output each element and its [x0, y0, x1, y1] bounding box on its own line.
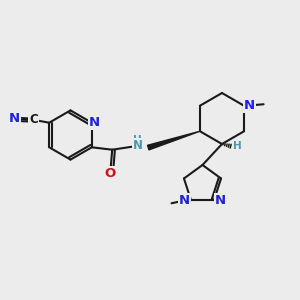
Polygon shape [148, 131, 200, 150]
Text: N: N [9, 112, 20, 125]
Text: N: N [179, 194, 190, 207]
Text: O: O [104, 167, 116, 180]
Text: N: N [133, 139, 143, 152]
Text: H: H [133, 135, 142, 145]
Text: N: N [89, 116, 100, 129]
Text: N: N [215, 194, 226, 207]
Text: C: C [29, 112, 38, 126]
Text: H: H [232, 141, 242, 151]
Text: N: N [244, 99, 255, 112]
